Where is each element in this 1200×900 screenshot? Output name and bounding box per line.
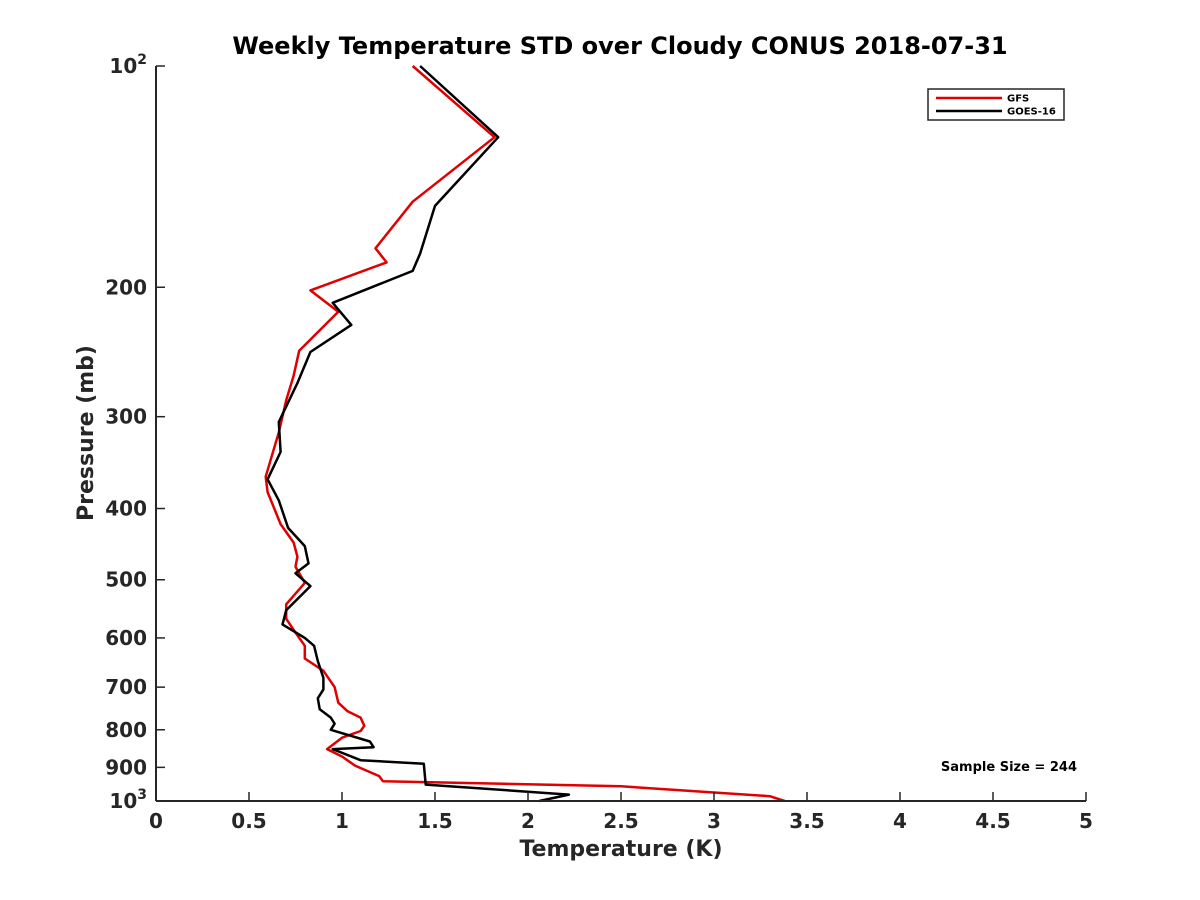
x-tick-label: 1: [335, 809, 349, 833]
legend-box: [927, 88, 1065, 121]
y-axis-label: Pressure (mb): [74, 345, 99, 521]
y-tick-exponent: 2: [137, 52, 147, 68]
y-tick-label: 600: [105, 626, 147, 650]
x-tick-label: 5: [1079, 809, 1093, 833]
x-tick-label: 0.5: [231, 809, 266, 833]
chart-title: Weekly Temperature STD over Cloudy CONUS…: [232, 32, 1007, 60]
series-line-goes16: [266, 65, 571, 803]
legend: GFS GOES-16: [927, 88, 1065, 121]
axes-frame: [155, 66, 1086, 802]
x-tick-label: 3: [707, 809, 721, 833]
legend-label-gfs: GFS: [1007, 94, 1029, 105]
y-tick-label: 200: [105, 275, 147, 299]
legend-label-goes16: GOES-16: [1007, 107, 1056, 118]
x-tick-label: 1.5: [417, 809, 452, 833]
y-tick-label: 102: [109, 52, 147, 78]
x-axis-label: Temperature (K): [519, 837, 722, 862]
x-tick-label: 3.5: [789, 809, 824, 833]
y-tick-label: 300: [105, 405, 147, 429]
y-tick-label: 800: [105, 718, 147, 742]
x-tick-label: 4.5: [975, 809, 1010, 833]
y-tick-label: 500: [105, 568, 147, 592]
y-tick-base: 10: [109, 789, 137, 813]
y-tick-exponent: 3: [137, 787, 147, 803]
series-layer: [264, 65, 786, 803]
y-tick-label: 700: [105, 675, 147, 699]
x-tick-label: 2.5: [603, 809, 638, 833]
y-tick-label: 900: [105, 755, 147, 779]
x-ticks: 0 0.5 1 1.5 2 2.5 3 3.5 4 4.5 5: [149, 792, 1093, 833]
y-tick-base: 10: [109, 54, 137, 78]
y-tick-label: 400: [105, 497, 147, 521]
sample-size-annotation: Sample Size = 244: [941, 760, 1077, 775]
x-tick-label: 4: [893, 809, 907, 833]
x-tick-label: 0: [149, 809, 163, 833]
x-tick-label: 2: [521, 809, 535, 833]
y-tick-label: 103: [109, 787, 147, 813]
series-line-gfs: [264, 65, 786, 803]
